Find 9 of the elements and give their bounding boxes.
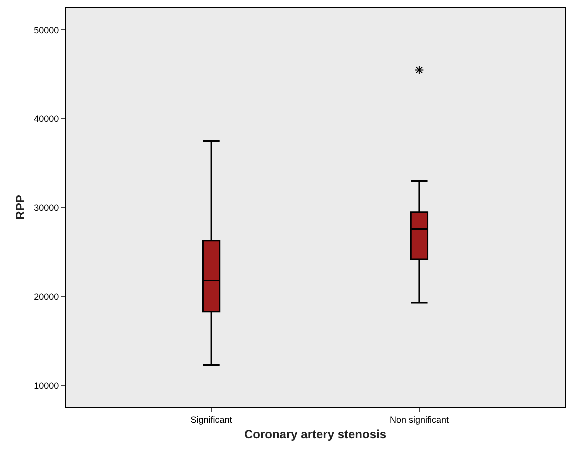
x-tick-label: Non significant bbox=[390, 414, 450, 425]
y-tick-label: 50000 bbox=[34, 25, 60, 36]
y-tick-label: 10000 bbox=[34, 380, 60, 391]
y-tick-label: 20000 bbox=[34, 292, 60, 302]
x-axis-title: Coronary artery stenosis bbox=[244, 428, 387, 442]
y-axis-title: RPP bbox=[13, 195, 28, 220]
x-tick-label: Significant bbox=[190, 414, 233, 425]
y-tick-label: 30000 bbox=[34, 203, 60, 214]
y-tick-label: 40000 bbox=[34, 114, 60, 124]
